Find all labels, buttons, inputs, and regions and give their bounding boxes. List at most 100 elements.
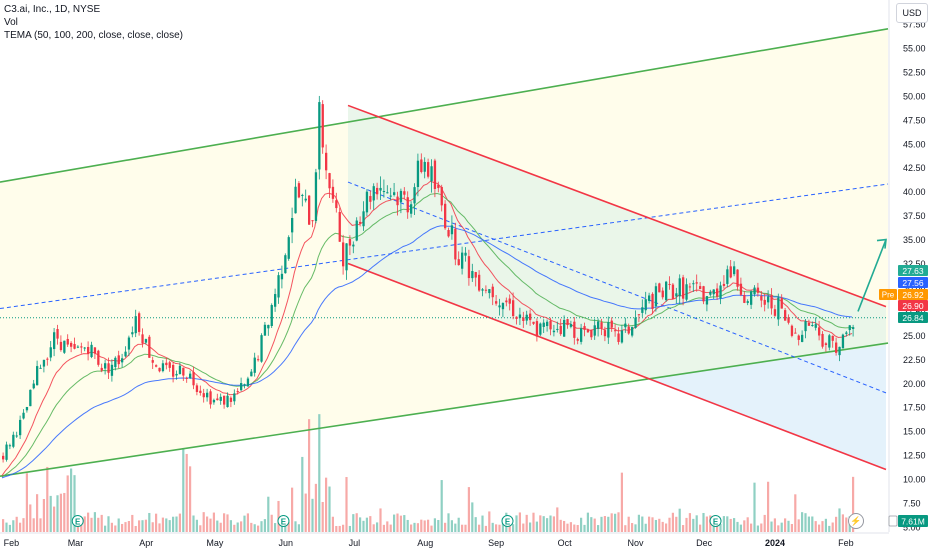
candle-body bbox=[246, 378, 250, 387]
candle-body bbox=[835, 342, 838, 353]
earnings-marker-icon[interactable]: E bbox=[709, 515, 722, 527]
candle-body bbox=[2, 455, 5, 460]
volume-bar bbox=[556, 507, 559, 532]
candle-body bbox=[518, 314, 522, 319]
candle-body bbox=[811, 324, 814, 326]
candle-body bbox=[73, 343, 76, 349]
earnings-marker-icon[interactable]: E bbox=[277, 515, 290, 527]
y-tick-label: 20.00 bbox=[903, 379, 926, 389]
x-tick-label: Jul bbox=[349, 538, 361, 548]
volume-bar bbox=[182, 447, 185, 532]
volume-bar bbox=[610, 513, 613, 532]
volume-bar bbox=[733, 518, 736, 532]
candle-body bbox=[97, 350, 100, 365]
volume-bar bbox=[212, 512, 215, 532]
earnings-marker-icon[interactable]: E bbox=[71, 515, 84, 527]
volume-bar bbox=[797, 519, 800, 532]
volume-expand-icon bbox=[888, 515, 898, 527]
candle-body bbox=[240, 383, 243, 391]
volume-bar bbox=[665, 523, 668, 532]
earnings-marker-icon[interactable]: E bbox=[501, 515, 514, 527]
volume-bar bbox=[495, 524, 498, 532]
x-tick-label: Jun bbox=[279, 538, 294, 548]
candle-body bbox=[607, 322, 610, 338]
volume-bar bbox=[15, 516, 18, 532]
candle-body bbox=[90, 344, 93, 358]
volume-bar bbox=[22, 518, 25, 532]
volume-bar bbox=[42, 498, 45, 532]
projection-arrow-line bbox=[857, 239, 887, 312]
candle-body bbox=[121, 358, 124, 363]
volume-bar bbox=[590, 517, 593, 532]
y-tick-label: 52.50 bbox=[903, 67, 926, 77]
candle-body bbox=[787, 317, 790, 323]
candle-body bbox=[695, 282, 698, 284]
volume-bar bbox=[223, 513, 226, 532]
candle-body bbox=[641, 307, 644, 313]
candle-body bbox=[515, 316, 518, 319]
lightning-icon[interactable]: ⚡ bbox=[848, 513, 864, 529]
candle-body bbox=[202, 393, 205, 398]
candle-body bbox=[780, 297, 783, 309]
volume-bar bbox=[641, 516, 644, 532]
candle-body bbox=[719, 285, 722, 299]
volume-bar bbox=[512, 524, 515, 532]
pre-tag-label: Pre bbox=[882, 291, 895, 300]
candle-body bbox=[481, 289, 484, 291]
candle-body bbox=[794, 332, 797, 334]
earnings-letter: E bbox=[281, 518, 287, 527]
volume-bar bbox=[131, 514, 134, 532]
candle-body bbox=[457, 259, 460, 266]
y-tick-label: 35.00 bbox=[903, 235, 926, 245]
volume-bar bbox=[447, 513, 450, 532]
candle-body bbox=[784, 310, 787, 321]
currency-button[interactable]: USD bbox=[896, 3, 928, 23]
volume-bar bbox=[168, 520, 171, 532]
volume-bar bbox=[484, 525, 487, 532]
candle-body bbox=[413, 187, 416, 204]
symbol-title[interactable]: C3.ai, Inc., 1D, NYSE bbox=[4, 4, 101, 15]
volume-bar bbox=[552, 516, 555, 532]
candle-body bbox=[223, 395, 226, 405]
volume-bar bbox=[807, 516, 810, 532]
volume-bar bbox=[423, 520, 426, 532]
earnings-circle bbox=[501, 515, 514, 527]
channel-lines bbox=[0, 28, 889, 478]
volume-bar bbox=[617, 512, 620, 532]
volume-bar bbox=[90, 517, 93, 532]
candle-body bbox=[444, 203, 447, 229]
candle-body bbox=[49, 347, 52, 358]
candle-body bbox=[699, 286, 702, 289]
volume-bar bbox=[359, 517, 362, 532]
candle-body bbox=[250, 371, 253, 377]
volume-bar bbox=[467, 487, 470, 532]
tema-indicator-label[interactable]: TEMA (50, 100, 200, close, close, close) bbox=[4, 30, 183, 41]
candle-body bbox=[678, 278, 681, 297]
candle-body bbox=[529, 313, 532, 321]
volume-bar bbox=[597, 525, 600, 532]
volume-bar bbox=[702, 512, 705, 532]
candle-body bbox=[464, 252, 467, 256]
earnings-letter: E bbox=[713, 518, 719, 527]
volume-bar bbox=[637, 514, 640, 532]
volume-bar bbox=[743, 520, 746, 532]
candle-body bbox=[362, 211, 365, 227]
volume-bar bbox=[19, 522, 22, 532]
candle-body bbox=[824, 343, 828, 345]
volume-bar bbox=[753, 482, 756, 532]
volume-bar bbox=[841, 514, 844, 532]
y-tick-label: 32.50 bbox=[903, 259, 926, 269]
volume-bar bbox=[413, 522, 416, 532]
volume-bar bbox=[386, 521, 389, 532]
candle-body bbox=[790, 325, 794, 336]
volume-bar bbox=[566, 523, 569, 532]
y-tick-label: 47.50 bbox=[903, 115, 926, 125]
candle-body bbox=[399, 190, 403, 202]
volume-bar bbox=[328, 486, 331, 532]
volume-bar bbox=[688, 513, 691, 532]
candle-body bbox=[658, 283, 661, 293]
candle-body bbox=[56, 329, 59, 339]
candle-body bbox=[675, 293, 678, 297]
volume-indicator-label[interactable]: Vol bbox=[4, 17, 18, 28]
